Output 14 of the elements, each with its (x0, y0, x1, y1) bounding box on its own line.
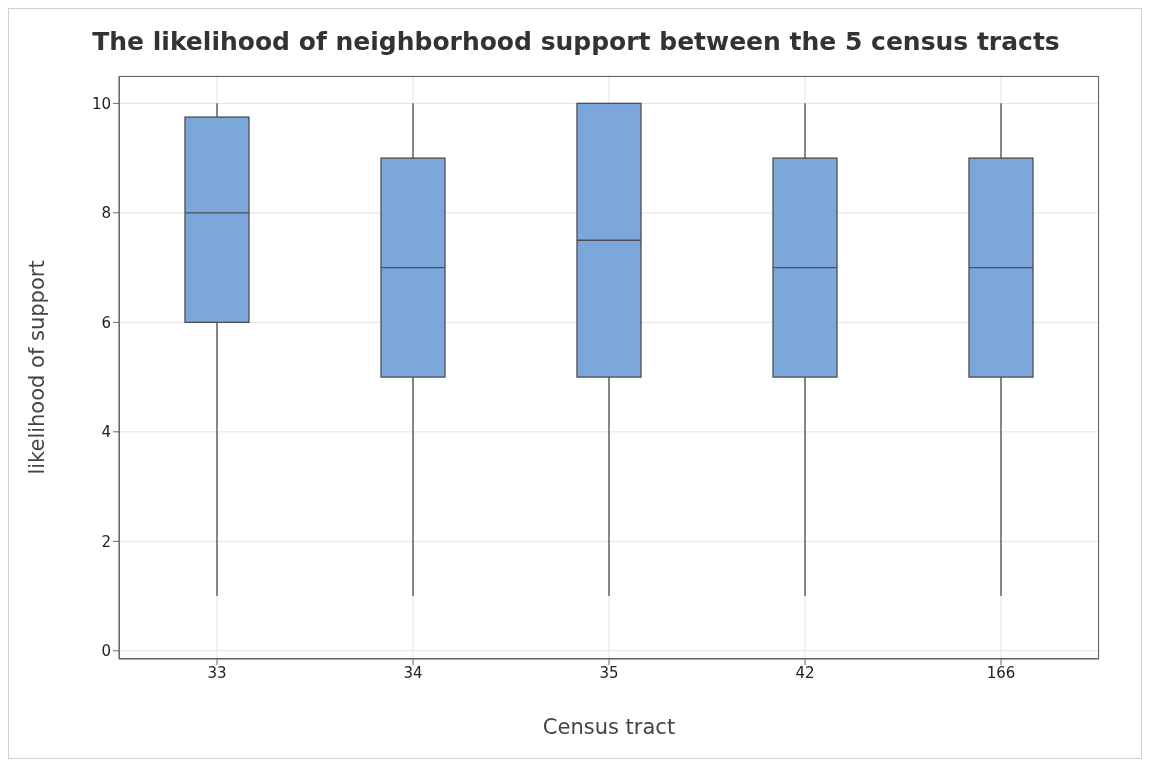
x-axis-title: Census tract (542, 715, 676, 739)
y-tick-label: 0 (101, 642, 111, 661)
y-tick-label: 6 (101, 313, 111, 332)
y-tick-label: 10 (91, 94, 111, 113)
y-tick-label: 4 (101, 423, 111, 442)
chart-title: The likelihood of neighborhood support between the 5 census tracts (91, 27, 1061, 56)
x-tick-label: 35 (599, 663, 619, 682)
x-tick-label: 34 (403, 663, 423, 682)
y-axis-title: likelihood of support (25, 260, 50, 475)
y-tick-label: 8 (101, 204, 111, 223)
x-tick-label: 33 (207, 663, 227, 682)
x-tick-label: 166 (986, 663, 1016, 682)
x-tick-label: 42 (795, 663, 815, 682)
y-tick-label: 2 (101, 532, 111, 551)
